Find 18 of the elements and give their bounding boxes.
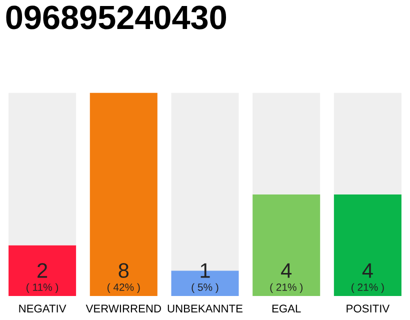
bar bbox=[8, 92, 76, 246]
data-label: 2 ( 11% ) bbox=[26, 263, 58, 293]
x-tick-label: UNBEKANNTE bbox=[168, 304, 242, 312]
data-label: 4 ( 21% ) bbox=[270, 263, 302, 293]
bar bbox=[252, 194, 320, 296]
bar bbox=[8, 245, 76, 296]
data-label: 8 ( 42% ) bbox=[108, 263, 140, 293]
bar bbox=[334, 92, 402, 194]
bar bbox=[252, 92, 320, 194]
x-tick-label: VERWIRREND bbox=[86, 304, 161, 312]
x-tick-label: POSITIV bbox=[346, 304, 390, 312]
x-tick-label: EGAL bbox=[272, 304, 301, 312]
x-tick-label: NEGATIV bbox=[19, 304, 66, 312]
bar bbox=[334, 194, 402, 296]
bar bbox=[90, 92, 158, 296]
chart-title: 096895240430 bbox=[6, 6, 226, 30]
data-label: 4 ( 21% ) bbox=[352, 263, 384, 293]
data-label: 1 ( 5% ) bbox=[192, 263, 218, 293]
